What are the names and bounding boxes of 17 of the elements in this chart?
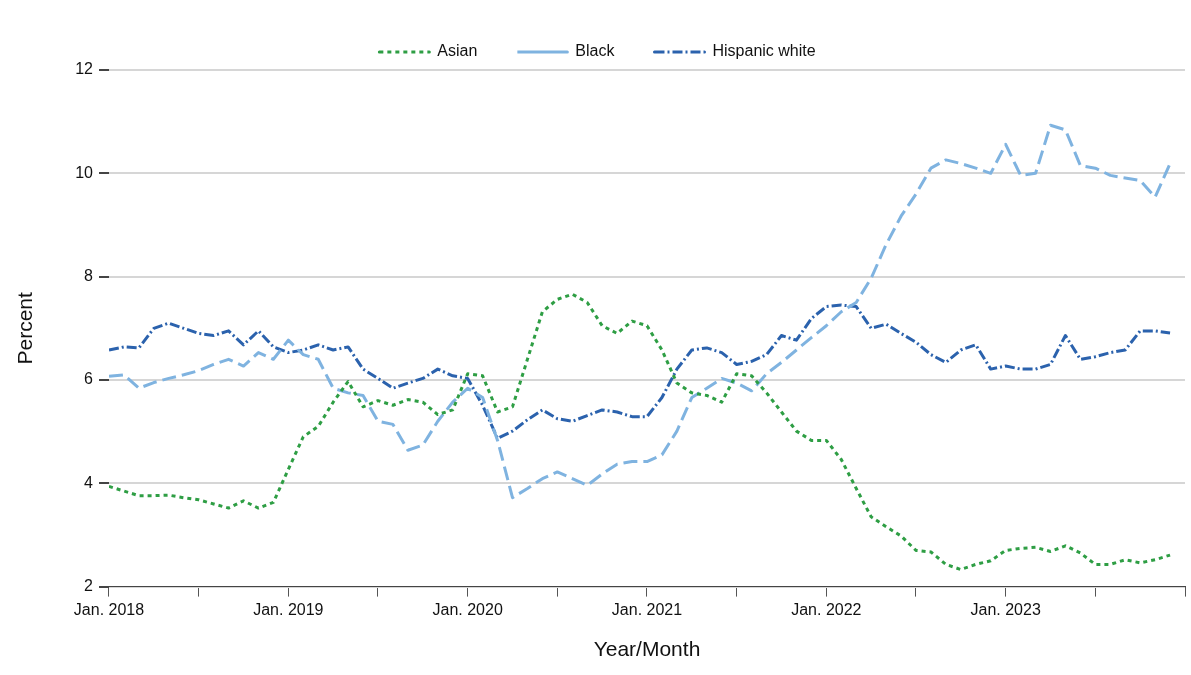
y-tick-label: 8	[84, 267, 94, 285]
y-tick-label: 12	[75, 60, 94, 78]
x-tick-label: Jan. 2020	[432, 600, 503, 618]
legend-label: Black	[575, 42, 616, 60]
y-tick-label: 10	[75, 163, 94, 181]
y-tick-label: 4	[84, 473, 94, 491]
legend-label: Asian	[437, 42, 478, 60]
x-axis-title: Year/Month	[593, 637, 701, 661]
y-tick-label: 2	[84, 577, 94, 595]
x-tick-label: Jan. 2023	[970, 600, 1041, 618]
legend-label: Hispanic white	[712, 42, 816, 60]
x-tick-label: Jan. 2021	[611, 600, 683, 618]
y-axis-title: Percent	[13, 291, 37, 365]
x-tick-label: Jan. 2019	[253, 600, 324, 618]
y-tick-label: 6	[84, 370, 94, 388]
x-tick-label: Jan. 2022	[791, 600, 862, 618]
x-tick-label: Jan. 2018	[73, 600, 145, 618]
